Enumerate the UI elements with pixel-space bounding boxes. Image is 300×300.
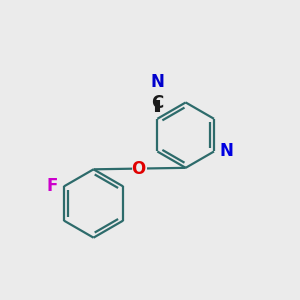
Text: O: O	[131, 160, 145, 178]
Text: F: F	[46, 177, 57, 195]
Text: C: C	[151, 94, 164, 112]
Text: N: N	[219, 142, 233, 160]
Text: N: N	[150, 73, 164, 91]
